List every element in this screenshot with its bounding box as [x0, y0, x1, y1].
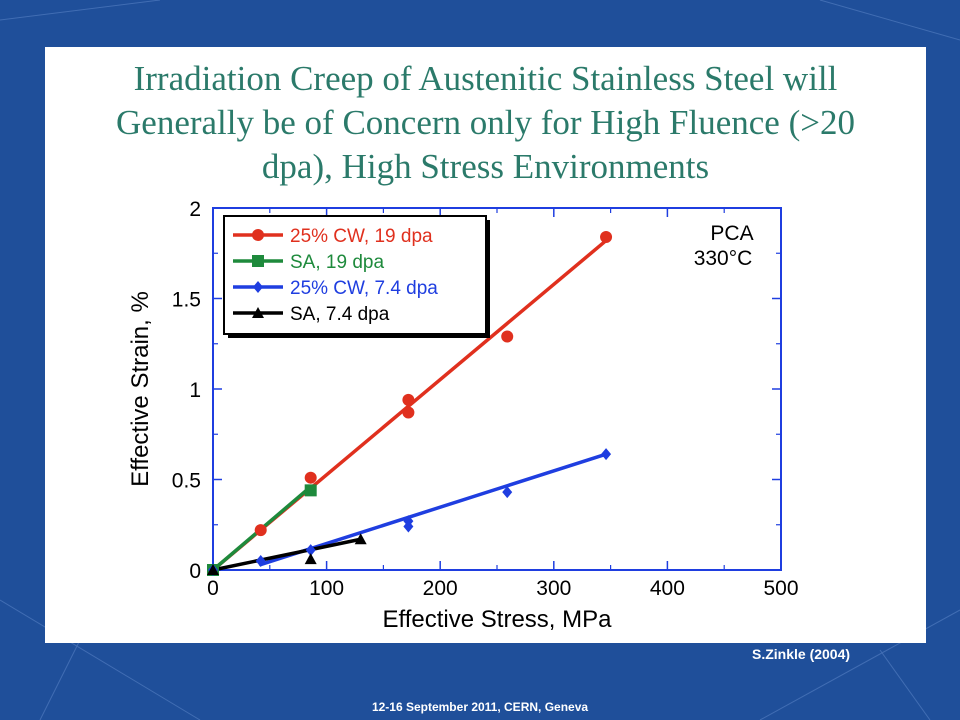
legend-label-sa-19-dpa: SA, 19 dpa: [290, 252, 384, 273]
data-point-25-cw-7-4-dpa: [305, 544, 316, 557]
data-point-sa-7-4-dpa: [354, 533, 367, 545]
y-tick-label: 0.5: [172, 470, 201, 493]
legend-marker-sa-7-4-dpa: [252, 307, 264, 318]
y-tick-label: 2: [189, 198, 201, 221]
legend-marker-sa-19-dpa: [252, 255, 264, 267]
data-point-sa-7-4-dpa: [304, 553, 317, 565]
data-point-25-cw-19-dpa: [600, 230, 613, 243]
data-point-25-cw-19-dpa: [402, 406, 415, 419]
data-point-sa-19-dpa: [304, 484, 317, 497]
slide-title: Irradiation Creep of Austenitic Stainles…: [45, 57, 926, 189]
y-axis-label: Effective Strain, %: [127, 291, 154, 487]
x-tick-label: 0: [207, 577, 219, 600]
data-point-25-cw-7-4-dpa: [255, 554, 266, 567]
data-point-25-cw-7-4-dpa: [502, 486, 513, 499]
data-point-sa-7-4-dpa: [207, 564, 219, 575]
x-tick-label: 100: [309, 577, 344, 600]
annotation-pca: PCA 330°C: [694, 222, 754, 270]
fit-line-25-cw-7-4-dpa: [258, 452, 608, 567]
title-line-1: Irradiation Creep of Austenitic Stainles…: [133, 59, 838, 98]
legend-label-sa-7-4-dpa: SA, 7.4 dpa: [290, 304, 390, 325]
title-line-2: Generally be of Concern only for High Fl…: [116, 103, 855, 142]
legend-marker-25-cw-7-4-dpa: [253, 281, 263, 293]
x-axis-label: Effective Stress, MPa: [383, 606, 613, 633]
legend-label-25-cw-7-4-dpa: 25% CW, 7.4 dpa: [290, 278, 438, 299]
fit-line-sa-7-4-dpa: [211, 537, 363, 572]
legend: 25% CW, 19 dpa SA, 19 dpa 25% CW, 7.4 dpa S…: [223, 215, 490, 338]
data-point-25-cw-7-4-dpa: [403, 520, 414, 533]
legend-marker-25-cw-19-dpa: [252, 229, 264, 241]
legend-label-25-cw-19-dpa: 25% CW, 19 dpa: [290, 226, 433, 247]
slide-panel: Irradiation Creep of Austenitic Stainles…: [45, 47, 926, 643]
x-tick-label: 400: [650, 577, 685, 600]
annotation-line-1: PCA: [710, 222, 753, 245]
y-tick-label: 0: [189, 560, 201, 583]
x-tick-label: 500: [763, 577, 798, 600]
data-point-25-cw-19-dpa: [304, 471, 317, 484]
x-tick-label: 200: [423, 577, 458, 600]
footer-text: 12-16 September 2011, CERN, Geneva: [371, 700, 589, 714]
data-point-25-cw-19-dpa: [501, 330, 514, 343]
data-point-25-cw-7-4-dpa: [601, 448, 612, 461]
data-point-25-cw-19-dpa: [402, 393, 415, 406]
x-tick-label: 300: [536, 577, 571, 600]
y-tick-label: 1.5: [172, 289, 201, 312]
title-line-3: dpa), High Stress Environments: [261, 147, 710, 186]
data-point-25-cw-19-dpa: [254, 524, 267, 537]
creep-chart: 0 100 200 300 400 500 0 0.5 1 1.5 2 Effective Stre…: [127, 198, 799, 633]
annotation-line-2: 330°C: [694, 247, 753, 270]
y-tick-label: 1: [189, 379, 201, 402]
credit-text: S.Zinkle (2004): [752, 646, 851, 662]
